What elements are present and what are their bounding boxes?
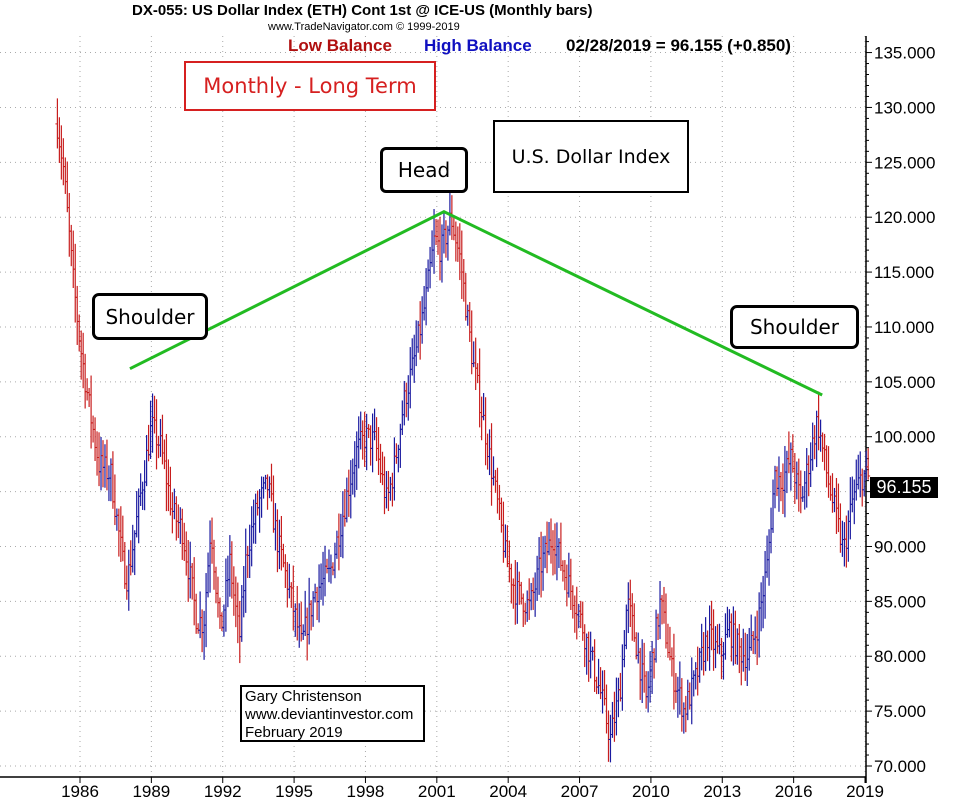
y-tick-label: 100.000 [874, 428, 935, 447]
x-tick-label: 1986 [61, 782, 99, 801]
last-quote: 02/28/2019 = 96.155 (+0.850) [566, 36, 791, 55]
left-shoulder-label: Shoulder [92, 293, 208, 340]
x-tick-label: 2019 [846, 782, 884, 801]
x-tick-label: 2004 [489, 782, 527, 801]
credit-website: www.deviantinvestor.com [245, 706, 414, 723]
x-tick-label: 2013 [703, 782, 741, 801]
copyright-note: www.TradeNavigator.com © 1999-2019 [268, 21, 460, 33]
x-tick-label: 1995 [275, 782, 313, 801]
credit-box: Gary Christenson www.deviantinvestor.com… [240, 685, 425, 742]
chart-title: DX-055: US Dollar Index (ETH) Cont 1st @… [132, 2, 593, 19]
right-shoulder-label: Shoulder [730, 305, 859, 349]
y-tick-label: 90.000 [874, 537, 926, 556]
x-tick-label: 2007 [561, 782, 599, 801]
y-tick-label: 130.000 [874, 98, 935, 117]
credit-date: February 2019 [245, 724, 343, 741]
low-balance-label: Low Balance [288, 36, 392, 55]
credit-author: Gary Christenson [245, 688, 362, 705]
x-tick-label: 1989 [132, 782, 170, 801]
head-label: Head [380, 147, 468, 193]
x-tick-label: 2010 [632, 782, 670, 801]
y-tick-label: 135.000 [874, 44, 935, 63]
y-tick-label: 110.000 [874, 318, 934, 337]
y-tick-label: 85.000 [874, 592, 926, 611]
index-name-box: U.S. Dollar Index [493, 120, 689, 193]
x-tick-label: 1992 [204, 782, 242, 801]
y-tick-label: 125.000 [874, 153, 935, 172]
y-tick-label: 75.000 [874, 702, 926, 721]
y-tick-label: 105.000 [874, 373, 935, 392]
y-tick-label: 120.000 [874, 208, 935, 227]
y-tick-label: 70.000 [874, 757, 926, 776]
x-tick-label: 2016 [775, 782, 813, 801]
x-tick-label: 2001 [418, 782, 456, 801]
last-price-flag: 96.155 [870, 477, 938, 498]
y-tick-label: 115.000 [874, 263, 934, 282]
head-and-shoulders-line [129, 210, 823, 397]
timeframe-box: Monthly - Long Term [184, 61, 436, 111]
x-tick-label: 1998 [347, 782, 385, 801]
y-tick-label: 80.000 [874, 647, 926, 666]
high-balance-label: High Balance [424, 36, 532, 55]
